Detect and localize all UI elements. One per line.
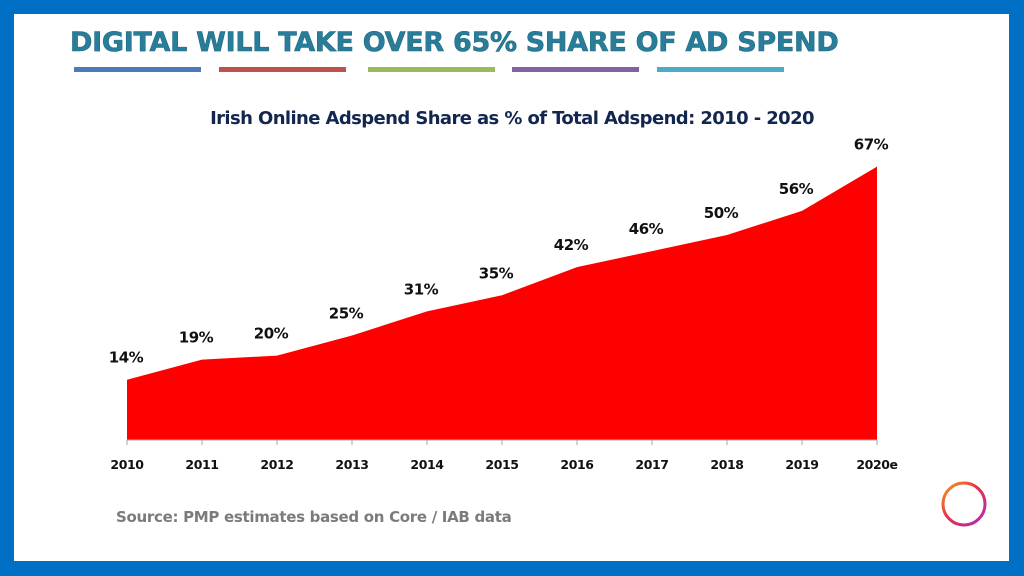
source-note: Source: PMP estimates based on Core / IA… [116,508,512,526]
soundwave-circle-icon [939,481,989,527]
chart-title: Irish Online Adspend Share as % of Total… [210,108,814,129]
underline-stripe [657,67,784,72]
x-tick-label: 2020e [856,457,897,472]
x-tick-label: 2015 [485,457,518,472]
underline-stripe [74,67,201,72]
x-tick-label: 2011 [185,457,218,472]
data-label: 25% [329,305,364,323]
x-tick-label: 2019 [785,457,818,472]
underline-stripe [368,67,495,72]
data-label: 67% [854,136,889,154]
x-tick-label: 2018 [710,457,743,472]
slide-headline: DIGITAL WILL TAKE OVER 65% SHARE OF AD S… [70,27,839,59]
x-tick-label: 2014 [410,457,444,472]
data-label: 46% [629,220,664,238]
area-series [127,166,877,440]
data-label: 19% [179,329,214,347]
data-label: 14% [109,349,144,367]
data-label: 20% [254,325,289,343]
data-label: 56% [779,180,814,198]
data-label: 42% [554,236,589,254]
data-label: 35% [479,264,514,282]
underline-stripe [219,67,346,72]
x-tick-label: 2012 [260,457,293,472]
data-label: 31% [404,280,439,298]
underline-stripe [512,67,639,72]
x-tick-label: 2010 [110,457,144,472]
x-tick-label: 2017 [635,457,668,472]
x-tick-label: 2013 [335,457,368,472]
x-tick-label: 2016 [560,457,594,472]
data-label: 50% [704,204,739,222]
